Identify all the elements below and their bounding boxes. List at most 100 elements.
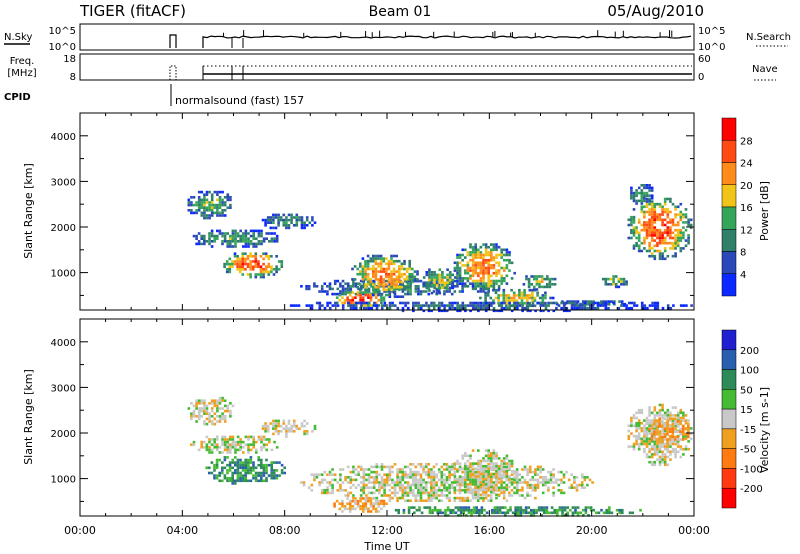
heatmap-cell [388,494,392,497]
heatmap-cell [346,299,349,302]
heatmap-cell [490,459,493,463]
heatmap-cell [663,422,667,426]
heatmap-cell [221,412,224,415]
heatmap-cell [440,489,444,492]
heatmap-cell [492,486,496,489]
heatmap-cell [571,511,575,515]
heatmap-cell [272,424,275,428]
heatmap-cell [346,497,349,500]
heatmap-cell [400,262,404,266]
heatmap-cell [583,304,587,307]
heatmap-cell [359,288,362,292]
heatmap-cell [679,445,683,448]
heatmap-cell [437,489,441,492]
heatmap-cell [362,279,366,283]
heatmap-cell [499,294,503,297]
heatmap-cell [650,419,654,422]
heatmap-cell [273,461,276,464]
heatmap-cell [650,194,654,197]
heatmap-cell [583,486,587,489]
heatmap-cell [574,302,577,306]
heatmap-cell [226,476,229,480]
heatmap-cell [689,218,693,222]
heatmap-cell [496,506,499,509]
heatmap-cell [487,290,490,293]
heatmap-cell [361,275,365,279]
heatmap-cell [272,226,275,230]
heatmap-cell [411,483,415,487]
freq-tick-bottom: 8 [70,72,76,83]
heatmap-cell [656,445,659,448]
heatmap-cell [643,186,646,190]
heatmap-cell [503,472,506,476]
heatmap-cell [205,193,209,196]
heatmap-cell [487,486,490,489]
heatmap-cell [650,460,654,464]
heatmap-cell [490,483,493,486]
heatmap-cell [650,231,654,235]
heatmap-cell [218,479,221,483]
heatmap-cell [223,214,227,217]
heatmap-cell [215,458,219,462]
heatmap-cell [534,496,537,500]
heatmap-cell [411,491,415,495]
heatmap-cell [354,296,357,299]
nsky-tick-bottom: 10^0 [49,42,76,53]
heatmap-cell [518,489,522,492]
heatmap-cell [242,240,245,243]
heatmap-cell [320,481,324,484]
heatmap-cell [378,489,381,492]
heatmap-cell [234,482,237,485]
heatmap-cell [448,306,452,310]
heatmap-cell [378,486,381,489]
heatmap-cell [528,468,532,471]
heatmap-cell [229,412,232,415]
y-tick-label: 4000 [51,132,76,143]
heatmap-cell [432,486,436,489]
heatmap-cell [326,290,329,293]
heatmap-cell [385,279,389,283]
heatmap-cell [669,411,672,415]
heatmap-cell [653,463,657,467]
heatmap-cell [456,264,459,267]
heatmap-cell [666,447,670,451]
heatmap-cell [292,224,296,227]
heatmap-cell [676,425,680,428]
heatmap-cell [192,211,196,215]
heatmap-cell [479,301,483,305]
heatmap-cell [482,284,485,288]
heatmap-cell [474,269,477,272]
heatmap-cell [494,296,498,300]
heatmap-cell [210,422,214,426]
heatmap-cell [635,421,638,425]
heatmap-cell [637,432,641,435]
heatmap-cell [676,213,680,216]
heatmap-cell [411,489,415,492]
heatmap-cell [682,416,685,420]
heatmap-cell [287,218,291,222]
heatmap-cell [648,247,651,250]
heatmap-cell [262,446,266,449]
heatmap-cell [203,240,206,243]
heatmap-cell [208,402,211,405]
heatmap-cell [210,448,214,452]
heatmap-cell [549,296,552,300]
heatmap-cell [210,196,214,199]
heatmap-cell [689,226,693,229]
heatmap-cell [527,506,530,509]
heatmap-cell [493,511,497,515]
heatmap-cell [674,420,677,423]
heatmap-cell [474,264,477,267]
heatmap-cell [637,445,641,448]
heatmap-cell [535,283,539,286]
heatmap-cell [229,402,232,405]
heatmap-cell [229,451,232,454]
heatmap-cell [658,228,662,232]
heatmap-cell [277,221,280,224]
heatmap-cell [461,489,464,492]
heatmap-cell [679,422,682,426]
heatmap-cell [278,461,281,464]
heatmap-cell [500,256,503,259]
heatmap-cell [408,272,411,276]
heatmap-cell [474,266,477,270]
